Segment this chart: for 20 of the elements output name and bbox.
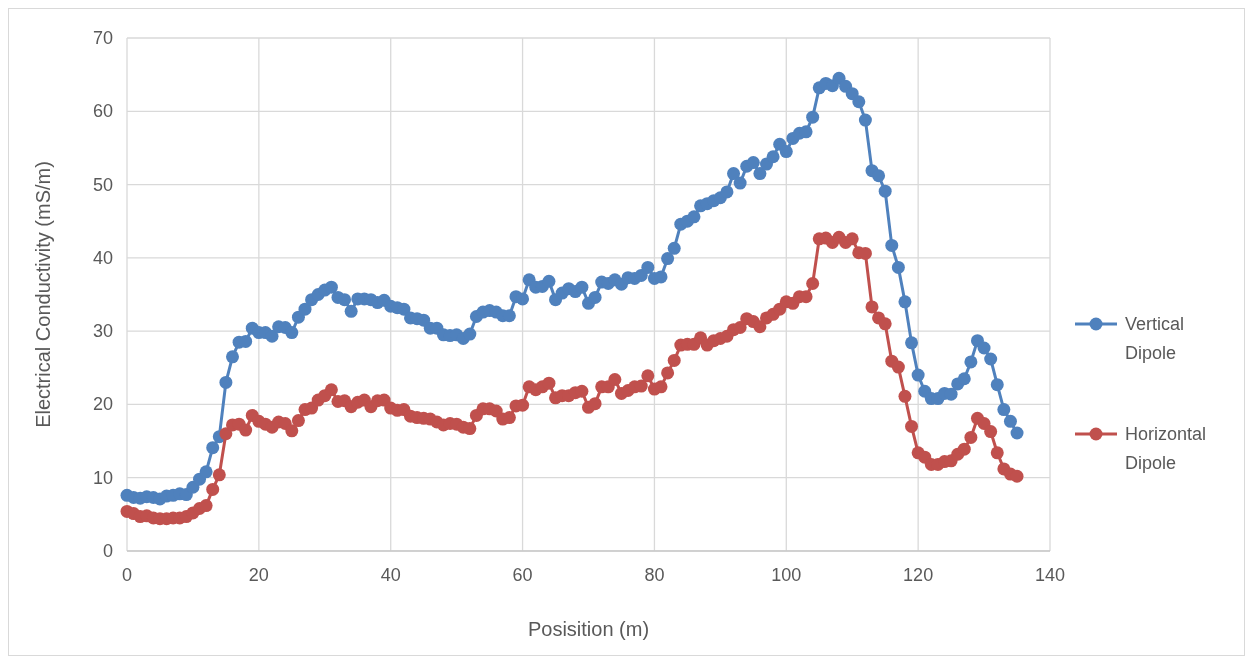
- y-tick-label: 60: [92, 101, 113, 122]
- x-tick-label: 40: [380, 565, 401, 585]
- legend-label: Horizontal Dipole: [1125, 424, 1207, 473]
- y-axis-title: Electrical Conductivity (mS/m): [32, 161, 54, 428]
- y-tick-label: 40: [92, 247, 113, 268]
- x-axis-title: Posisition (m): [527, 618, 650, 640]
- y-tick-label: 50: [92, 174, 113, 195]
- x-tick-label: 60: [512, 565, 533, 585]
- y-tick-label: 0: [102, 541, 113, 561]
- x-tick-label: 100: [771, 565, 802, 585]
- x-tick-label: 20: [248, 565, 269, 585]
- x-tick-label: 0: [121, 565, 133, 585]
- x-tick-label: 80: [644, 565, 665, 585]
- y-tick-label: 20: [92, 394, 113, 415]
- legend-label: Vertical Dipole: [1125, 314, 1185, 363]
- x-tick-label: 120: [903, 565, 934, 585]
- y-tick-label: 70: [92, 28, 113, 48]
- y-tick-label: 30: [92, 321, 113, 342]
- y-tick-label: 10: [92, 467, 113, 488]
- x-tick-label: 140: [1034, 565, 1066, 585]
